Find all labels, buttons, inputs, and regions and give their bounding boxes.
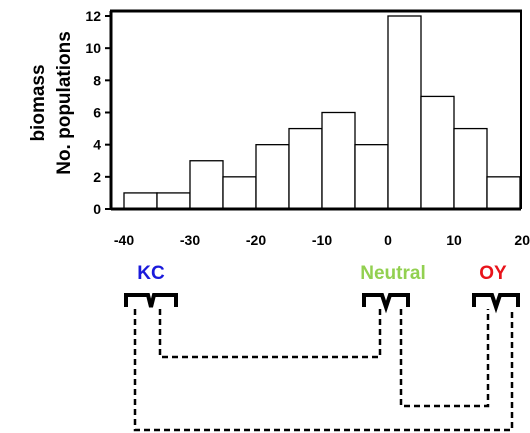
x-tick-label: 20 bbox=[514, 232, 530, 248]
histogram-bar-11 bbox=[486, 176, 521, 210]
histogram-bar-7 bbox=[354, 144, 389, 210]
brace-neutral bbox=[362, 293, 410, 314]
histogram-bar-4 bbox=[255, 144, 290, 210]
histogram-bar-8 bbox=[387, 15, 422, 210]
histogram-bar-6 bbox=[321, 111, 356, 210]
histogram-bar-3 bbox=[222, 176, 257, 210]
histogram-bar-5 bbox=[288, 127, 323, 210]
y-tick-label: 2 bbox=[93, 169, 101, 185]
group-label-kc: KC bbox=[137, 263, 165, 284]
x-tick-labels: -40 -30 -20 -10 0 10 20 bbox=[114, 232, 530, 248]
group-label-neutral: Neutral bbox=[360, 263, 425, 284]
histogram-bar-1 bbox=[156, 192, 191, 210]
x-tick-label: -20 bbox=[246, 232, 266, 248]
comparison-connectors bbox=[133, 309, 514, 432]
histogram-bar-2 bbox=[189, 160, 224, 210]
y-tick-label: 8 bbox=[93, 72, 101, 88]
group-braces bbox=[124, 293, 520, 314]
y-axis-title-line-1: biomass bbox=[28, 64, 49, 141]
y-tick-label: 0 bbox=[93, 201, 101, 217]
y-tick-labels: 0 2 4 6 8 10 12 bbox=[85, 8, 101, 217]
y-axis-title-line-2: No. populations bbox=[54, 31, 75, 175]
x-tick-label: -40 bbox=[114, 232, 134, 248]
group-label-oy: OY bbox=[479, 263, 507, 284]
histogram-bar-0 bbox=[123, 192, 158, 210]
y-tick-label: 10 bbox=[85, 40, 101, 56]
y-tick-label: 6 bbox=[93, 105, 101, 121]
x-tick-label: 10 bbox=[446, 232, 462, 248]
connector-kc-neutral bbox=[158, 309, 382, 359]
axes bbox=[105, 9, 522, 211]
y-tick-label: 4 bbox=[93, 137, 101, 153]
y-axis-title: biomass No. populations bbox=[28, 31, 75, 175]
histogram-bar-10 bbox=[453, 127, 488, 210]
brace-oy bbox=[472, 293, 520, 314]
connector-kc-oy bbox=[133, 309, 514, 432]
group-labels: KC Neutral OY bbox=[137, 263, 507, 284]
y-tick-label: 12 bbox=[85, 8, 101, 24]
x-tick-label: -10 bbox=[312, 232, 332, 248]
histogram-bar-9 bbox=[420, 95, 455, 210]
connector-neutral-oy bbox=[399, 309, 490, 408]
histogram-bars bbox=[123, 15, 521, 210]
x-tick-label: -30 bbox=[180, 232, 200, 248]
x-tick-label: 0 bbox=[384, 232, 392, 248]
brace-kc bbox=[124, 293, 178, 308]
